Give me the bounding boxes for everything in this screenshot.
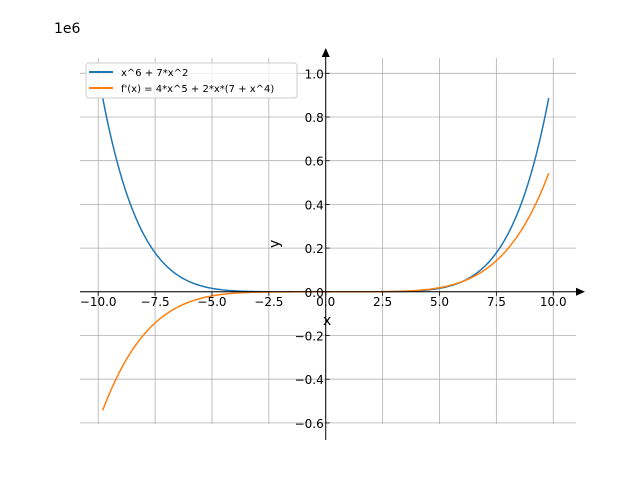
y-tick-label: −0.6 bbox=[295, 417, 324, 431]
y-tick-label: −0.4 bbox=[295, 373, 324, 387]
grid bbox=[80, 58, 576, 424]
y-tick-label: 0.8 bbox=[305, 111, 324, 125]
y-tick-label: −0.2 bbox=[295, 330, 324, 344]
y-tick-label: 0.4 bbox=[305, 198, 324, 212]
x-tick-label: −10.0 bbox=[80, 295, 117, 309]
offset-label: 1e6 bbox=[54, 21, 81, 37]
y-axis-label: y bbox=[267, 240, 283, 248]
axes: −10.0 −7.5 −5.0 −2.5 0.0 2.5 5.0 7.5 10.0 −0.6 −0.… bbox=[80, 48, 585, 440]
x-axis-label: x bbox=[323, 313, 331, 329]
y-tick-label: 0.6 bbox=[305, 155, 324, 169]
x-tick-label: −5.0 bbox=[197, 295, 226, 309]
legend: x^6 + 7*x^2 f'(x) = 4*x^5 + 2*x*(7 + x^4… bbox=[85, 62, 298, 99]
legend-label-1: f'(x) = 4*x^5 + 2*x*(7 + x^4) bbox=[121, 84, 274, 95]
x-tick-label: −2.5 bbox=[254, 295, 283, 309]
y-tick-label: 0.2 bbox=[305, 242, 324, 256]
y-axis-arrow-icon bbox=[321, 48, 330, 57]
y-tick-label: 0.0 bbox=[305, 286, 324, 300]
legend-label-0: x^6 + 7*x^2 bbox=[121, 68, 188, 79]
x-tick-label: 10.0 bbox=[540, 295, 567, 309]
x-tick-label: 5.0 bbox=[430, 295, 449, 309]
x-axis-arrow-icon bbox=[576, 287, 585, 296]
y-tick-label: 1.0 bbox=[305, 67, 324, 81]
x-tick-label: −7.5 bbox=[141, 295, 170, 309]
x-tick-label: 7.5 bbox=[487, 295, 506, 309]
x-tick-label: 2.5 bbox=[373, 295, 392, 309]
